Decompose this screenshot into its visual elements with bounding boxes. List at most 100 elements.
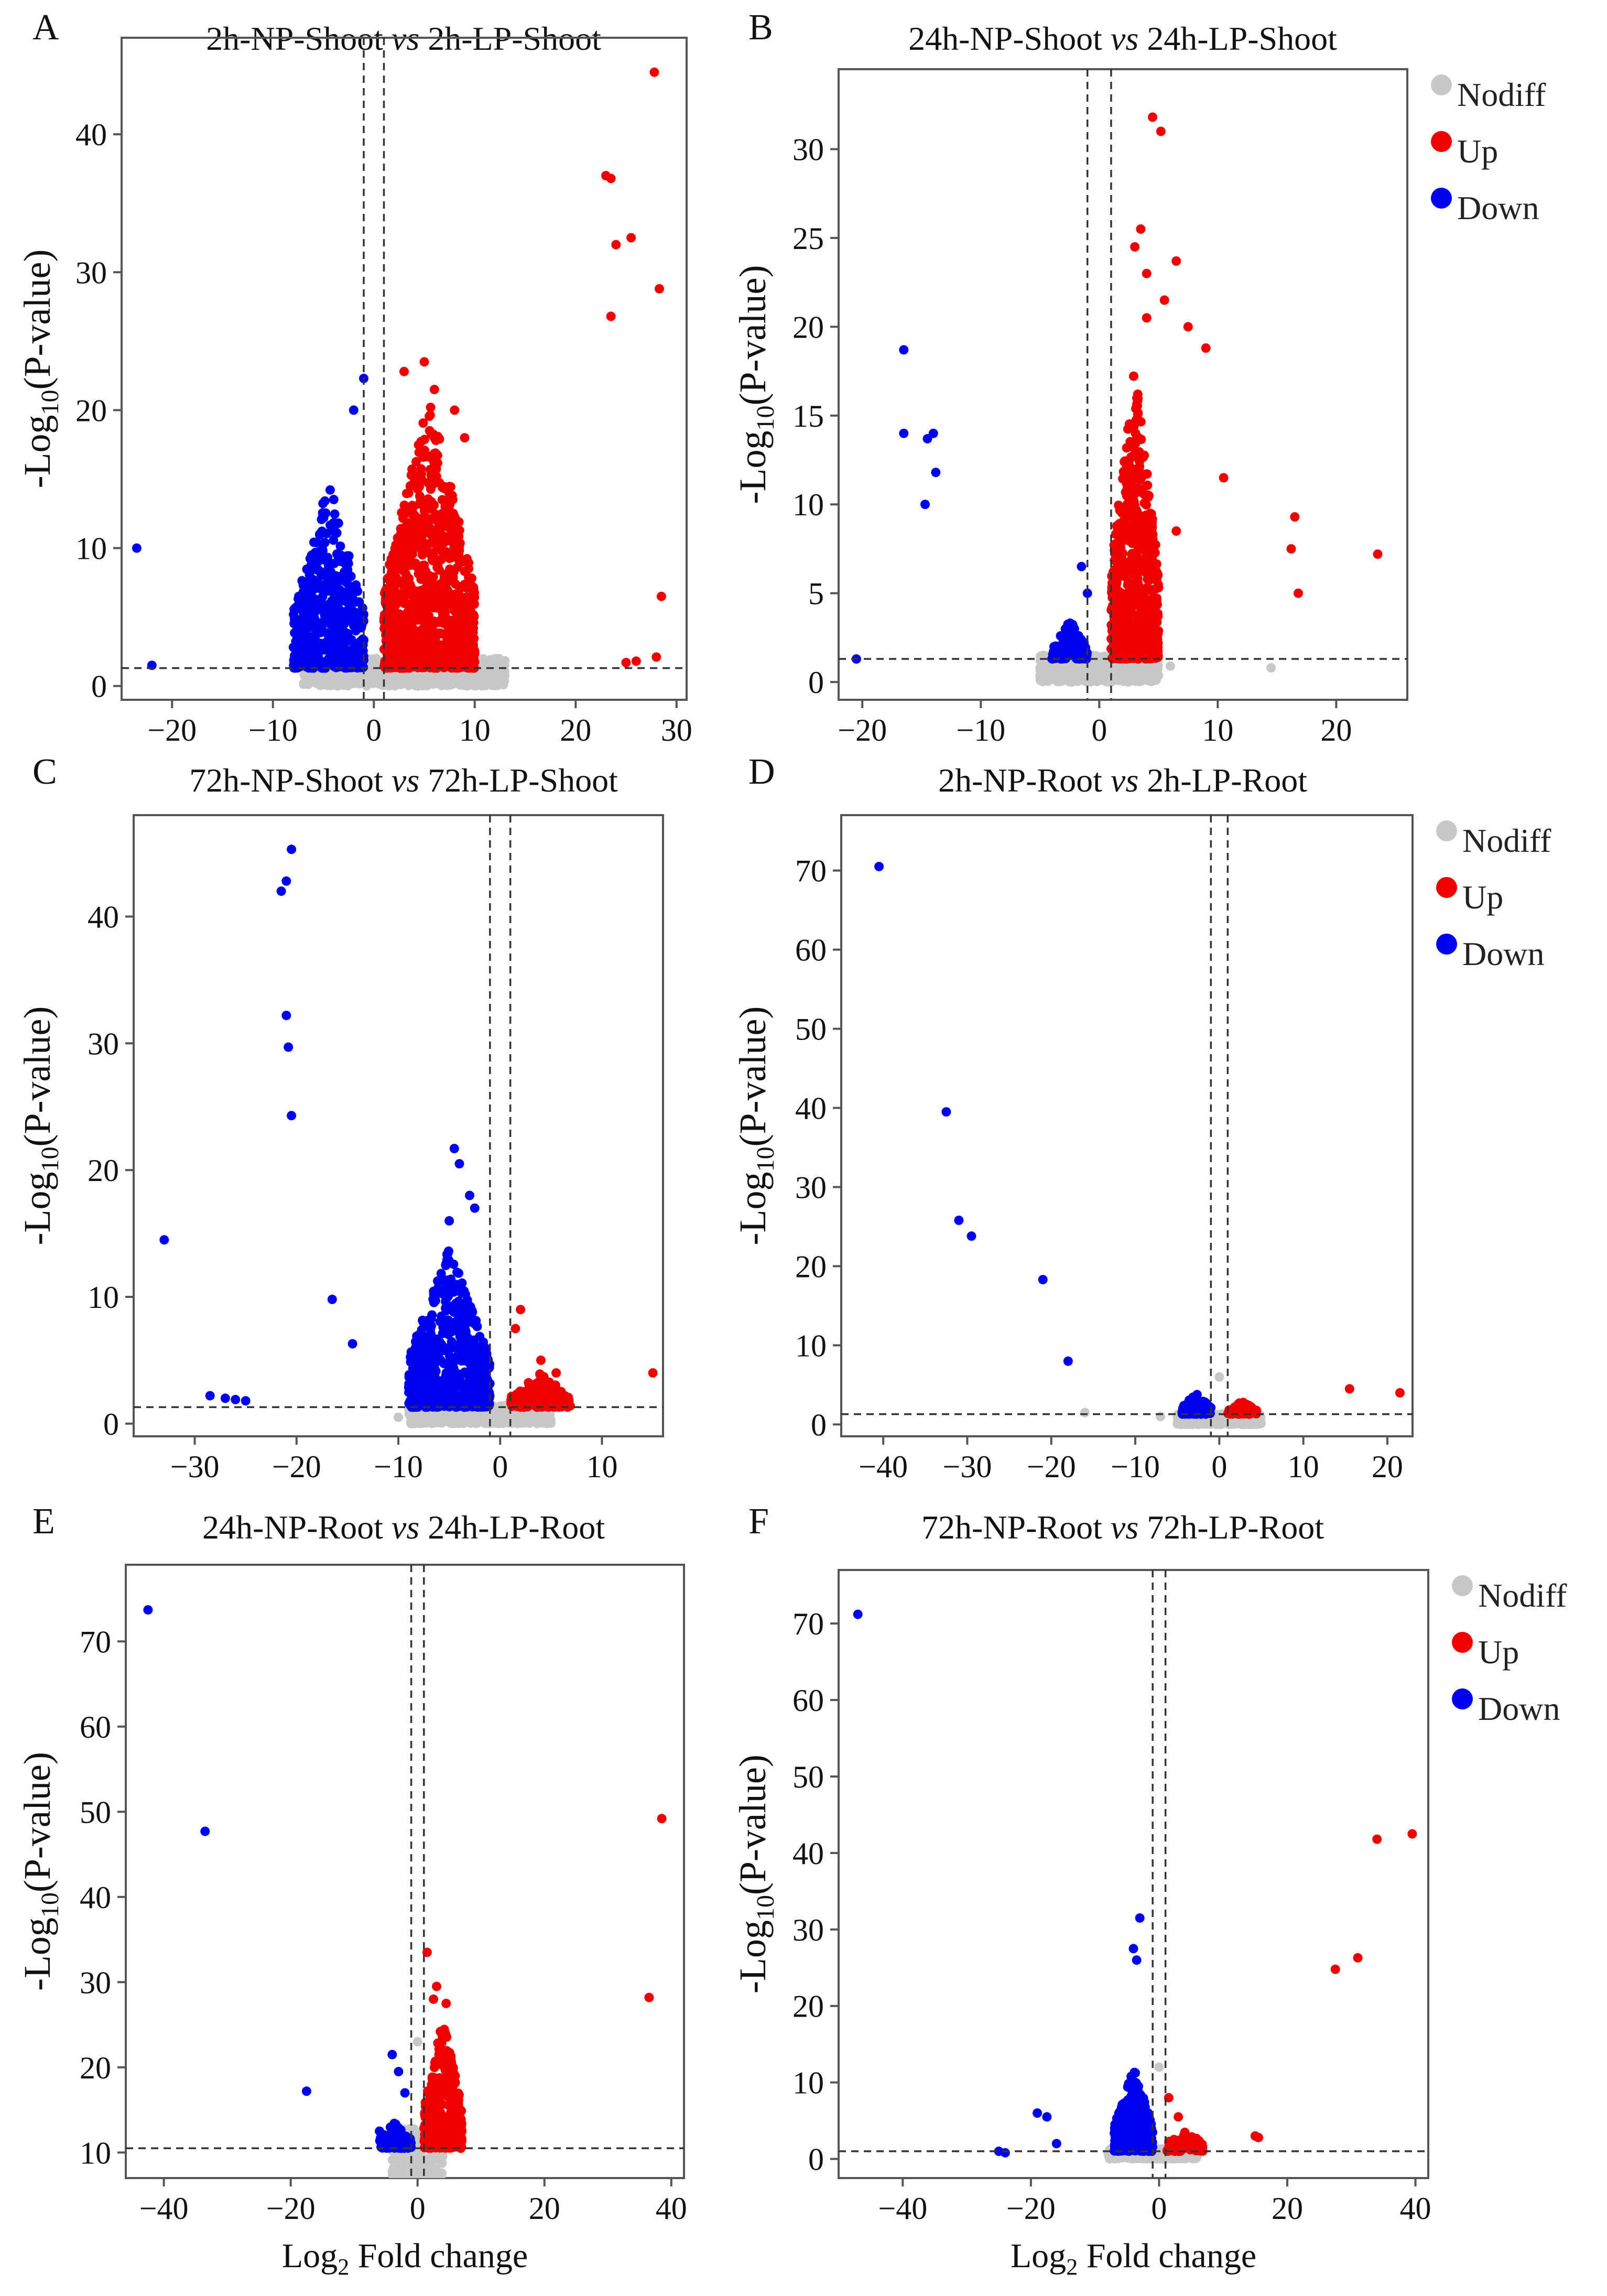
- point-down: [304, 583, 314, 593]
- y-axis-label-suffix: (P-value): [16, 250, 58, 390]
- plot-area: [851, 112, 1383, 687]
- y-tick-label: 10: [75, 532, 107, 566]
- point-up: [412, 536, 422, 546]
- x-tick-label: 20: [1320, 713, 1352, 748]
- point-up: [1134, 619, 1144, 629]
- point-up: [389, 604, 399, 614]
- point-up: [452, 663, 462, 673]
- legend-label-down: Down: [1457, 189, 1539, 226]
- point-down: [297, 576, 307, 586]
- point-down: [1049, 644, 1059, 654]
- x-tick-label: −10: [956, 713, 1005, 748]
- y-tick-label: 15: [792, 399, 824, 434]
- point-down: [1064, 642, 1074, 652]
- point-down: [931, 468, 941, 478]
- point-up: [427, 601, 437, 611]
- legend-marker-up: [1431, 131, 1452, 152]
- point-up: [1171, 256, 1181, 266]
- point-up: [1137, 587, 1147, 597]
- point-up: [1128, 653, 1138, 663]
- point-nodiff: [387, 670, 397, 680]
- point-nodiff: [518, 1415, 528, 1425]
- point-up: [428, 579, 438, 589]
- point-up: [1159, 295, 1169, 305]
- point-down: [334, 593, 344, 603]
- point-up: [426, 403, 436, 413]
- point-nodiff: [1070, 666, 1079, 676]
- panel-title: 72h-NP-Shoot vs 72h-LP-Shoot: [189, 762, 618, 799]
- point-up: [443, 586, 453, 595]
- point-nodiff: [1143, 673, 1153, 683]
- point-nodiff: [346, 678, 356, 688]
- y-tick-label: 0: [808, 665, 824, 700]
- point-nodiff: [449, 1411, 459, 1421]
- point-nodiff: [1057, 672, 1067, 682]
- y-tick-label: 40: [75, 117, 107, 152]
- x-tick-label: 0: [1091, 713, 1107, 748]
- x-tick-label: −20: [147, 713, 197, 748]
- point-nodiff: [458, 1413, 468, 1423]
- point-up: [392, 579, 401, 588]
- point-down: [1077, 561, 1087, 571]
- point-down: [308, 617, 318, 627]
- point-up: [451, 589, 461, 599]
- point-down: [320, 538, 330, 548]
- point-down: [899, 428, 909, 438]
- point-up: [1153, 634, 1163, 644]
- plot-frame: [133, 814, 664, 1437]
- point-up: [436, 640, 446, 650]
- point-up: [1113, 588, 1123, 598]
- point-down: [337, 646, 347, 656]
- y-tick-label: 20: [75, 393, 107, 428]
- point-down: [332, 579, 342, 589]
- point-up: [462, 642, 472, 652]
- point-nodiff: [1081, 663, 1091, 673]
- point-up: [397, 632, 407, 642]
- point-up: [409, 635, 419, 645]
- y-axis-label-prefix: -Log: [732, 430, 774, 504]
- point-down: [309, 636, 319, 646]
- point-up: [621, 658, 631, 667]
- point-up: [1133, 394, 1143, 404]
- point-up: [1153, 646, 1163, 656]
- point-up: [1373, 549, 1383, 559]
- point-up: [1136, 224, 1146, 234]
- point-up: [403, 552, 413, 562]
- point-up: [1145, 654, 1155, 664]
- point-down: [299, 606, 309, 616]
- point-up: [458, 613, 468, 623]
- cloud-down: [288, 485, 368, 673]
- point-down: [329, 608, 339, 618]
- point-nodiff: [371, 674, 381, 683]
- point-up: [419, 357, 429, 367]
- point-up: [452, 601, 462, 611]
- point-down: [338, 570, 348, 580]
- y-tick-label: 20: [792, 310, 824, 344]
- point-up: [403, 544, 412, 554]
- legend-marker-nodiff: [1431, 74, 1452, 95]
- title-vs: vs: [1111, 20, 1138, 57]
- point-up: [412, 484, 422, 494]
- legend-label-nodiff: Nodiff: [1457, 76, 1546, 113]
- point-nodiff: [1035, 663, 1045, 673]
- point-down: [305, 570, 314, 580]
- point-nodiff: [1113, 675, 1123, 685]
- y-axis-label: -Log10(P-value): [732, 265, 779, 504]
- point-down: [335, 541, 345, 551]
- point-up: [427, 538, 437, 548]
- point-up: [398, 612, 408, 622]
- title-vs: vs: [392, 762, 419, 799]
- point-up: [1125, 619, 1135, 629]
- point-nodiff: [304, 678, 314, 688]
- cloud-down: [404, 1246, 495, 1412]
- point-up: [395, 549, 405, 559]
- point-nodiff: [415, 678, 425, 687]
- point-up: [411, 643, 421, 653]
- point-down: [322, 636, 332, 646]
- point-up: [449, 634, 458, 644]
- point-down: [329, 652, 339, 662]
- point-up: [419, 506, 429, 516]
- y-axis-label-sub: 10: [752, 405, 779, 430]
- point-up: [433, 431, 443, 441]
- point-up: [457, 582, 466, 591]
